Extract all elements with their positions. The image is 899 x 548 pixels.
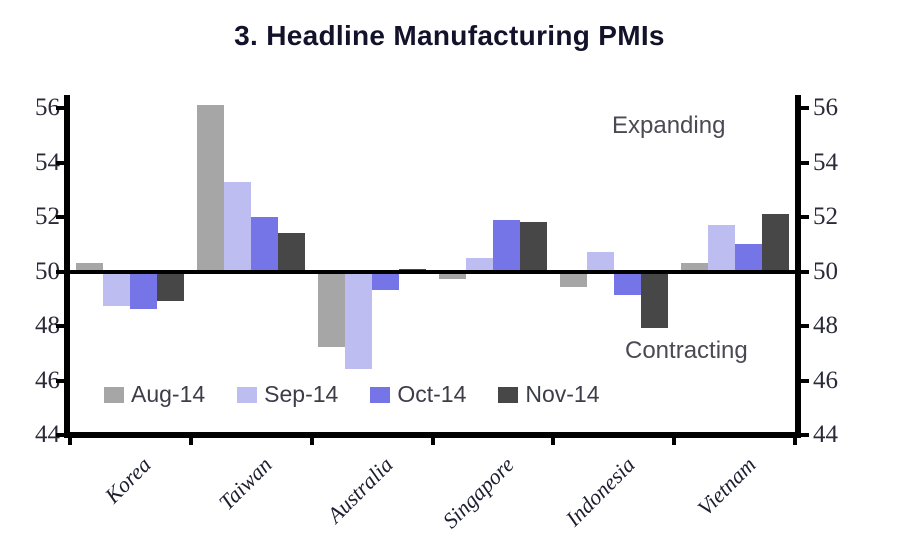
y-tick-label-right: 56: [813, 94, 838, 121]
y-tick-mark-right: [801, 324, 809, 328]
legend-swatch-aug-14: [104, 386, 124, 403]
bar-korea-aug-14: [76, 263, 104, 274]
bar-australia-oct-14: [372, 271, 400, 290]
legend-item-aug-14: Aug-14: [104, 381, 205, 408]
legend: Aug-14 Sep-14 Oct-14 Nov-14: [104, 381, 600, 408]
y-tick-mark-left: [56, 324, 64, 328]
legend-label: Aug-14: [131, 381, 206, 407]
legend-item-nov-14: Nov-14: [498, 381, 600, 408]
expanding-annotation: Expanding: [612, 112, 726, 139]
y-tick-mark-right: [801, 106, 809, 110]
bar-singapore-sep-14: [465, 257, 493, 274]
legend-item-oct-14: Oct-14: [370, 381, 466, 408]
y-tick-mark-left: [56, 106, 64, 110]
y-tick-label-left: 54: [35, 148, 60, 176]
y-tick-label-left: 46: [35, 366, 60, 394]
y-tick-label-right: 44: [813, 421, 838, 448]
bar-taiwan-aug-14: [197, 105, 225, 274]
x-axis-label-vietnam: Vietnam: [691, 452, 761, 521]
x-tick-mark: [188, 438, 193, 445]
bar-singapore-aug-14: [438, 271, 466, 279]
bar-indonesia-oct-14: [613, 271, 641, 296]
baseline-50-line: [70, 270, 795, 274]
y-axis-right-line: [795, 95, 801, 438]
legend-item-sep-14: Sep-14: [237, 381, 338, 408]
x-tick-mark: [309, 438, 314, 445]
bar-indonesia-nov-14: [640, 271, 668, 328]
x-axis-line: [64, 432, 801, 438]
bar-vietnam-oct-14: [734, 244, 762, 274]
legend-swatch-oct-14: [370, 386, 391, 403]
y-tick-mark-left: [56, 215, 64, 219]
bar-korea-sep-14: [103, 271, 131, 307]
bar-singapore-oct-14: [492, 219, 520, 274]
contracting-annotation: Contracting: [625, 337, 748, 364]
bar-indonesia-sep-14: [586, 252, 614, 274]
x-tick-mark: [551, 438, 556, 445]
bar-vietnam-nov-14: [761, 214, 789, 274]
bar-vietnam-sep-14: [707, 225, 735, 274]
bar-taiwan-sep-14: [224, 181, 252, 274]
x-tick-mark: [672, 438, 677, 445]
y-tick-mark-right: [801, 433, 809, 437]
bar-taiwan-oct-14: [251, 217, 279, 274]
y-tick-label-right: 52: [813, 203, 838, 230]
x-tick-mark: [68, 438, 72, 445]
bar-korea-oct-14: [130, 271, 158, 309]
y-tick-label-left: 56: [35, 94, 60, 121]
x-tick-mark: [793, 438, 797, 445]
y-tick-label-right: 48: [813, 312, 838, 339]
bar-taiwan-nov-14: [278, 233, 306, 274]
y-tick-label-left: 50: [35, 257, 60, 285]
x-axis-label-singapore: Singapore: [437, 452, 519, 534]
legend-swatch-sep-14: [237, 386, 258, 403]
x-tick-mark: [430, 438, 435, 445]
x-axis-label-korea: Korea: [100, 452, 157, 508]
legend-label: Oct-14: [397, 381, 467, 407]
bar-vietnam-aug-14: [680, 263, 708, 274]
chart-title: 3. Headline Manufacturing PMIs: [234, 20, 665, 51]
bar-singapore-nov-14: [519, 222, 547, 274]
y-tick-label-right: 54: [813, 148, 838, 176]
y-tick-mark-right: [801, 269, 809, 274]
x-axis-label-australia: Australia: [322, 452, 398, 528]
x-axis-label-taiwan: Taiwan: [213, 452, 277, 515]
bar-australia-aug-14: [318, 271, 346, 348]
bar-korea-nov-14: [157, 271, 185, 301]
y-tick-label-left: 52: [35, 203, 60, 230]
bar-australia-sep-14: [345, 271, 373, 369]
y-tick-label-right: 46: [813, 366, 838, 394]
legend-label: Sep-14: [264, 381, 339, 407]
legend-label: Nov-14: [525, 381, 600, 407]
y-tick-mark-right: [801, 378, 809, 383]
x-axis-label-indonesia: Indonesia: [560, 452, 640, 532]
y-tick-mark-left: [56, 160, 64, 165]
y-tick-mark-left: [56, 433, 64, 437]
y-tick-mark-left: [56, 269, 64, 274]
y-axis-left-line: [64, 95, 70, 438]
y-tick-label-left: 48: [35, 312, 60, 339]
y-tick-mark-right: [801, 215, 809, 219]
legend-swatch-nov-14: [498, 386, 519, 403]
y-tick-label-right: 50: [813, 257, 838, 285]
y-tick-label-left: 44: [35, 421, 60, 448]
bar-indonesia-aug-14: [559, 271, 587, 288]
y-tick-mark-right: [801, 160, 809, 165]
y-tick-mark-left: [56, 378, 64, 383]
